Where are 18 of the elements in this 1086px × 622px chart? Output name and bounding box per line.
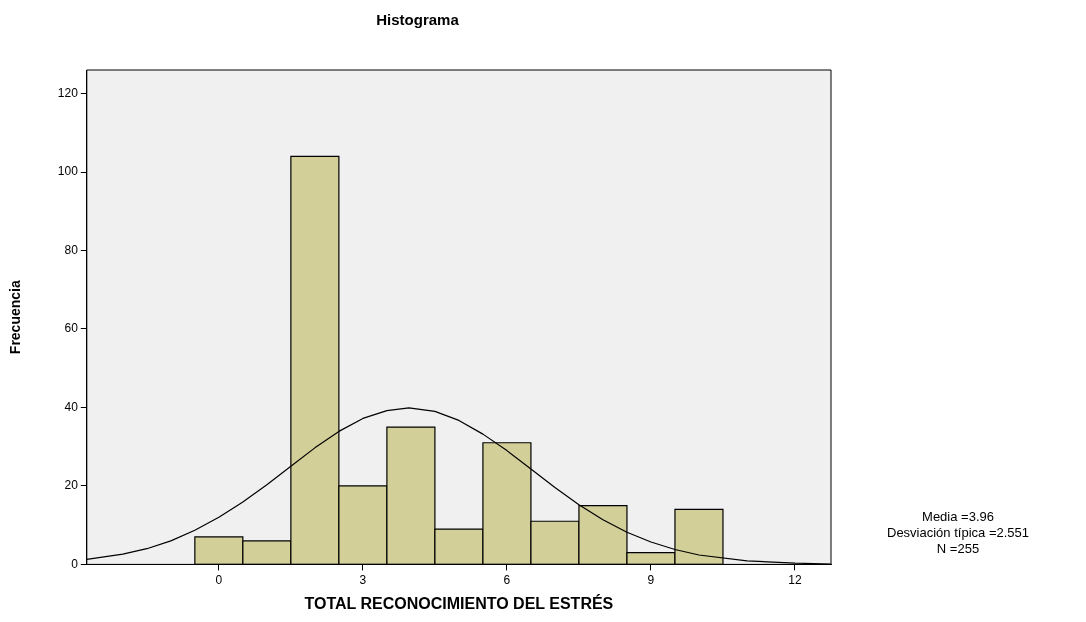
x-tick-label: 3 <box>359 572 367 587</box>
y-tick-label: 120 <box>57 85 79 100</box>
x-tick-label: 6 <box>503 572 511 587</box>
x-axis-title: TOTAL RECONOCIMIENTO DEL ESTRÉS <box>304 593 614 612</box>
text: Desviación típica =2.551 <box>886 524 1030 540</box>
y-tick-label: 20 <box>64 478 79 493</box>
x-tick-label: 0 <box>215 572 223 587</box>
chart-title: Histograma <box>376 11 460 29</box>
y-axis-title: Frecuencia <box>7 280 24 355</box>
text: Media =3.96 <box>922 508 994 524</box>
text: N =255 <box>936 540 980 556</box>
y-tick-label: 60 <box>64 321 79 336</box>
y-tick-label: 100 <box>57 164 79 179</box>
x-tick-label: 12 <box>788 572 802 587</box>
y-tick-label: 40 <box>64 399 79 414</box>
y-tick-label: 80 <box>64 242 79 257</box>
y-tick-label: 0 <box>71 556 79 571</box>
x-tick-label: 9 <box>647 572 655 587</box>
